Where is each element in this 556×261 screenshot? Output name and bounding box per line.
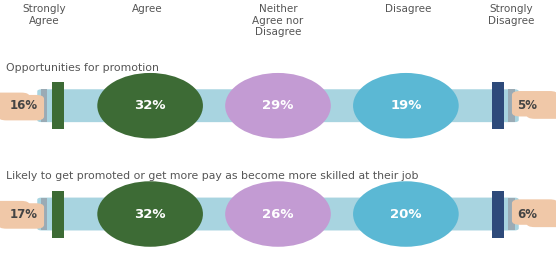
Text: 17%: 17% xyxy=(10,207,38,221)
Ellipse shape xyxy=(20,206,28,209)
Ellipse shape xyxy=(97,181,203,247)
FancyBboxPatch shape xyxy=(0,201,29,215)
Text: 6%: 6% xyxy=(518,207,538,221)
FancyBboxPatch shape xyxy=(37,198,519,230)
Ellipse shape xyxy=(534,220,542,222)
FancyBboxPatch shape xyxy=(37,89,519,122)
Ellipse shape xyxy=(519,220,527,222)
Ellipse shape xyxy=(519,111,527,114)
Text: 32%: 32% xyxy=(135,207,166,221)
Ellipse shape xyxy=(534,111,542,114)
Text: Agree: Agree xyxy=(132,4,163,14)
FancyBboxPatch shape xyxy=(508,198,515,230)
Text: 29%: 29% xyxy=(262,99,294,112)
FancyBboxPatch shape xyxy=(0,93,29,107)
Ellipse shape xyxy=(28,97,35,100)
Ellipse shape xyxy=(542,220,549,222)
FancyBboxPatch shape xyxy=(52,82,64,129)
FancyBboxPatch shape xyxy=(0,95,44,120)
FancyBboxPatch shape xyxy=(527,213,556,227)
Ellipse shape xyxy=(225,73,331,138)
Text: 5%: 5% xyxy=(518,99,538,112)
FancyBboxPatch shape xyxy=(508,89,515,122)
Ellipse shape xyxy=(6,97,13,100)
Text: Neither
Agree nor
Disagree: Neither Agree nor Disagree xyxy=(252,4,304,37)
Ellipse shape xyxy=(542,111,549,114)
Text: Likely to get promoted or get more pay as become more skilled at their job: Likely to get promoted or get more pay a… xyxy=(6,171,418,181)
Ellipse shape xyxy=(13,97,21,100)
FancyBboxPatch shape xyxy=(512,199,556,225)
Ellipse shape xyxy=(6,206,13,209)
Text: Disagree: Disagree xyxy=(385,4,432,14)
Ellipse shape xyxy=(527,111,534,114)
Ellipse shape xyxy=(20,97,28,100)
FancyBboxPatch shape xyxy=(41,89,47,122)
Ellipse shape xyxy=(353,73,459,138)
Ellipse shape xyxy=(28,206,35,209)
Text: 19%: 19% xyxy=(390,99,421,112)
FancyBboxPatch shape xyxy=(41,198,47,230)
Ellipse shape xyxy=(527,220,534,222)
FancyBboxPatch shape xyxy=(492,191,504,238)
FancyBboxPatch shape xyxy=(0,203,44,229)
FancyBboxPatch shape xyxy=(527,105,556,119)
Ellipse shape xyxy=(225,181,331,247)
Text: Strongly
Agree: Strongly Agree xyxy=(23,4,66,26)
Ellipse shape xyxy=(353,181,459,247)
Text: 32%: 32% xyxy=(135,99,166,112)
FancyBboxPatch shape xyxy=(52,191,64,238)
Text: 26%: 26% xyxy=(262,207,294,221)
FancyBboxPatch shape xyxy=(492,82,504,129)
Text: 16%: 16% xyxy=(10,99,38,112)
Text: 20%: 20% xyxy=(390,207,421,221)
Ellipse shape xyxy=(97,73,203,138)
Text: Strongly
Disagree: Strongly Disagree xyxy=(488,4,535,26)
Ellipse shape xyxy=(13,206,21,209)
Text: Opportunities for promotion: Opportunities for promotion xyxy=(6,63,158,73)
FancyBboxPatch shape xyxy=(512,91,556,116)
